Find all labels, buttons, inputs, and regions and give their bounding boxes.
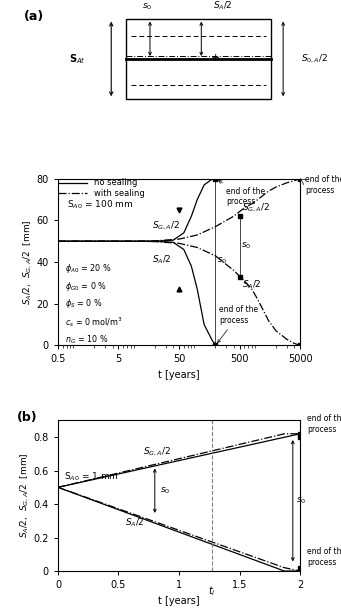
Text: no sealing: no sealing bbox=[94, 178, 138, 187]
X-axis label: t [years]: t [years] bbox=[158, 370, 200, 380]
Text: end of the
process: end of the process bbox=[219, 181, 265, 206]
Text: $s_0$: $s_0$ bbox=[143, 2, 153, 12]
Text: end of the
process: end of the process bbox=[218, 305, 258, 343]
Text: $\phi_{A0}$ = 20 %
$\phi_{G0}$ = 0 %
$\phi_S$ = 0 %
$c_s$ = 0 mol/m$^3$
$n_G$ = : $\phi_{A0}$ = 20 % $\phi_{G0}$ = 0 % $\p… bbox=[65, 262, 122, 346]
Text: (a): (a) bbox=[24, 10, 44, 23]
Y-axis label: $S_A$/2,  $S_{G,A}$/2  [mm]: $S_A$/2, $S_{G,A}$/2 [mm] bbox=[18, 453, 31, 538]
Y-axis label: $S_A$/2,  $S_{G,A}$/2  [mm]: $S_A$/2, $S_{G,A}$/2 [mm] bbox=[21, 219, 34, 305]
Text: end of th
process: end of th process bbox=[307, 414, 341, 433]
Text: $s_0$: $s_0$ bbox=[296, 495, 307, 506]
Text: end of the
process: end of the process bbox=[307, 547, 341, 567]
Text: $S_{G,A}/2$: $S_{G,A}/2$ bbox=[242, 201, 270, 214]
X-axis label: t [years]: t [years] bbox=[158, 596, 200, 605]
Text: $S_A/2$: $S_A/2$ bbox=[242, 278, 262, 290]
Text: (b): (b) bbox=[17, 411, 38, 424]
Text: end of the
process: end of the process bbox=[305, 176, 341, 195]
Text: $S_A/2$: $S_A/2$ bbox=[124, 517, 144, 529]
Text: $S_A/2$: $S_A/2$ bbox=[152, 253, 172, 266]
Text: $S_{0,A}/2$: $S_{0,A}/2$ bbox=[301, 53, 328, 65]
Text: $t_i$: $t_i$ bbox=[208, 585, 216, 598]
Text: S$_{A0}$ = 1 mm: S$_{A0}$ = 1 mm bbox=[64, 471, 119, 483]
Text: with sealing: with sealing bbox=[94, 188, 145, 198]
Bar bbox=[126, 18, 271, 99]
Text: $S_{G,A}/2$: $S_{G,A}/2$ bbox=[152, 220, 180, 233]
Text: $S_A/2$: $S_A/2$ bbox=[213, 0, 233, 12]
Text: S$_{A0}$ = 100 mm: S$_{A0}$ = 100 mm bbox=[67, 199, 133, 211]
Text: $s_0$: $s_0$ bbox=[160, 486, 170, 496]
Text: $S_{G,A}/2$: $S_{G,A}/2$ bbox=[143, 445, 170, 457]
Text: $\mathbf{S}_{At}$: $\mathbf{S}_{At}$ bbox=[69, 52, 86, 66]
Text: $s_0$: $s_0$ bbox=[217, 255, 228, 266]
Text: $s_0$: $s_0$ bbox=[241, 241, 251, 251]
Text: +: + bbox=[211, 53, 221, 63]
